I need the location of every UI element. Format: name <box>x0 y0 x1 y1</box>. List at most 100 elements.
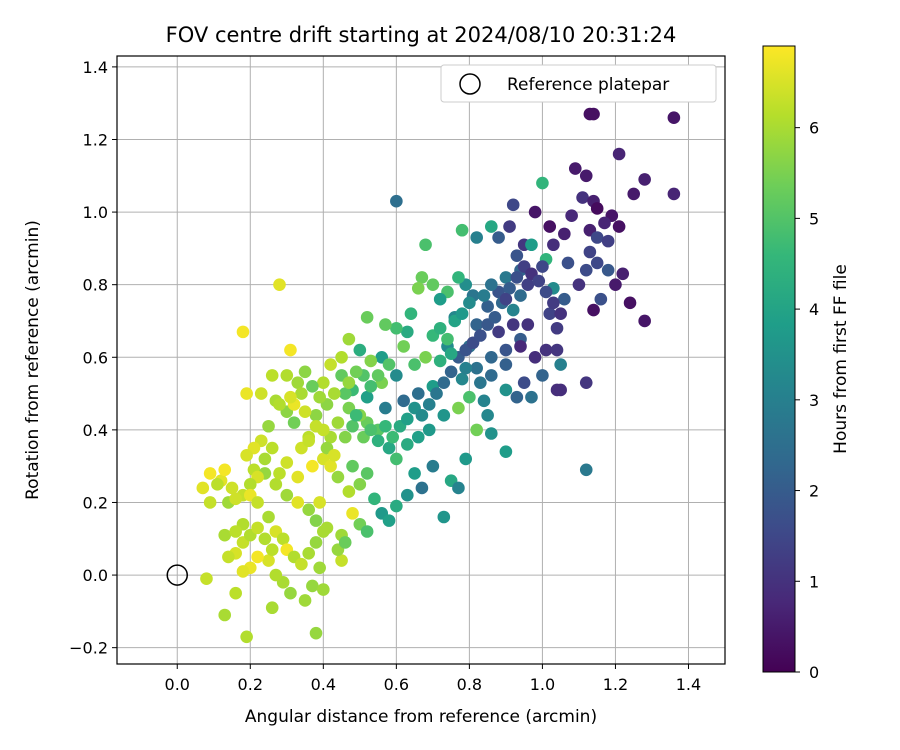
data-point <box>503 282 516 295</box>
data-point <box>401 325 414 339</box>
data-point <box>488 311 502 324</box>
data-point <box>298 365 312 379</box>
data-point <box>437 409 451 422</box>
data-point <box>273 467 286 480</box>
data-point <box>430 387 443 400</box>
data-point <box>521 278 535 291</box>
data-point <box>470 318 483 331</box>
data-point <box>390 194 403 208</box>
colorbar-tick-label: 1 <box>809 572 819 591</box>
data-point <box>298 594 312 607</box>
data-point <box>452 481 465 495</box>
y-tick-label: 1.4 <box>83 58 108 77</box>
y-tick-label: 1.0 <box>83 203 108 222</box>
data-point <box>579 263 593 277</box>
data-point <box>499 292 513 306</box>
y-tick-label: 0.0 <box>83 566 108 585</box>
data-point <box>222 550 235 564</box>
data-point <box>499 343 513 357</box>
data-point <box>415 271 429 284</box>
data-point <box>331 470 345 484</box>
data-point <box>481 409 494 422</box>
data-point <box>313 390 326 404</box>
data-point <box>484 427 498 440</box>
data-point <box>360 311 374 324</box>
data-point <box>309 626 323 640</box>
data-point <box>415 409 429 422</box>
colorbar-label: Hours from first FF file <box>831 264 851 454</box>
data-point <box>408 358 421 371</box>
x-tick-label: 0.4 <box>311 675 336 694</box>
colorbar-bar <box>762 45 796 673</box>
data-point <box>499 358 513 371</box>
data-point <box>667 187 681 201</box>
data-point <box>441 332 454 346</box>
data-point <box>499 445 513 458</box>
data-point <box>262 554 275 567</box>
data-point <box>269 478 283 491</box>
data-point <box>265 441 279 455</box>
data-point <box>576 191 589 204</box>
colorbar-tick-label: 0 <box>809 663 819 682</box>
data-point <box>386 430 399 444</box>
data-point <box>401 488 414 502</box>
data-point <box>338 430 352 444</box>
data-point <box>455 372 469 386</box>
data-point <box>536 260 549 273</box>
data-point <box>229 492 242 506</box>
data-point <box>609 278 622 291</box>
data-point <box>638 173 651 186</box>
data-point <box>601 234 615 248</box>
data-point <box>338 387 352 400</box>
data-point <box>309 419 323 433</box>
data-point <box>415 481 429 495</box>
data-point <box>590 202 604 215</box>
data-point <box>528 350 542 364</box>
data-point <box>251 521 264 535</box>
data-point <box>371 434 385 448</box>
data-point <box>484 369 498 382</box>
data-point <box>484 350 498 364</box>
data-point <box>623 296 637 310</box>
data-point <box>638 314 651 328</box>
data-point <box>459 361 473 375</box>
data-point <box>517 376 531 389</box>
x-tick-label: 0.0 <box>165 675 190 694</box>
data-point <box>280 456 294 469</box>
data-point <box>346 507 359 520</box>
data-point <box>452 401 465 415</box>
data-point <box>382 358 396 371</box>
data-point <box>342 332 356 346</box>
data-point <box>313 496 326 509</box>
data-point <box>503 220 516 233</box>
data-point <box>419 238 432 252</box>
data-point <box>463 296 476 310</box>
data-point <box>324 358 337 371</box>
data-point <box>401 438 414 451</box>
reference-marker <box>166 564 189 586</box>
data-point <box>499 271 513 284</box>
data-point <box>444 365 458 379</box>
data-point <box>302 503 316 517</box>
data-point <box>470 361 483 375</box>
data-point <box>565 209 578 223</box>
data-point <box>379 318 392 331</box>
data-point <box>612 147 626 161</box>
data-point <box>291 376 305 389</box>
data-point <box>306 579 319 593</box>
data-point <box>561 256 575 270</box>
data-point <box>411 430 425 444</box>
data-point <box>514 340 527 353</box>
data-point <box>368 492 381 506</box>
data-point <box>543 307 557 321</box>
data-point <box>583 107 597 121</box>
data-point <box>360 525 374 538</box>
data-point <box>258 532 272 546</box>
y-tick-label: 1.2 <box>83 130 108 149</box>
data-point <box>309 536 323 549</box>
data-point <box>506 303 520 317</box>
data-point <box>382 441 396 455</box>
data-point <box>364 380 378 393</box>
data-point <box>280 488 294 502</box>
